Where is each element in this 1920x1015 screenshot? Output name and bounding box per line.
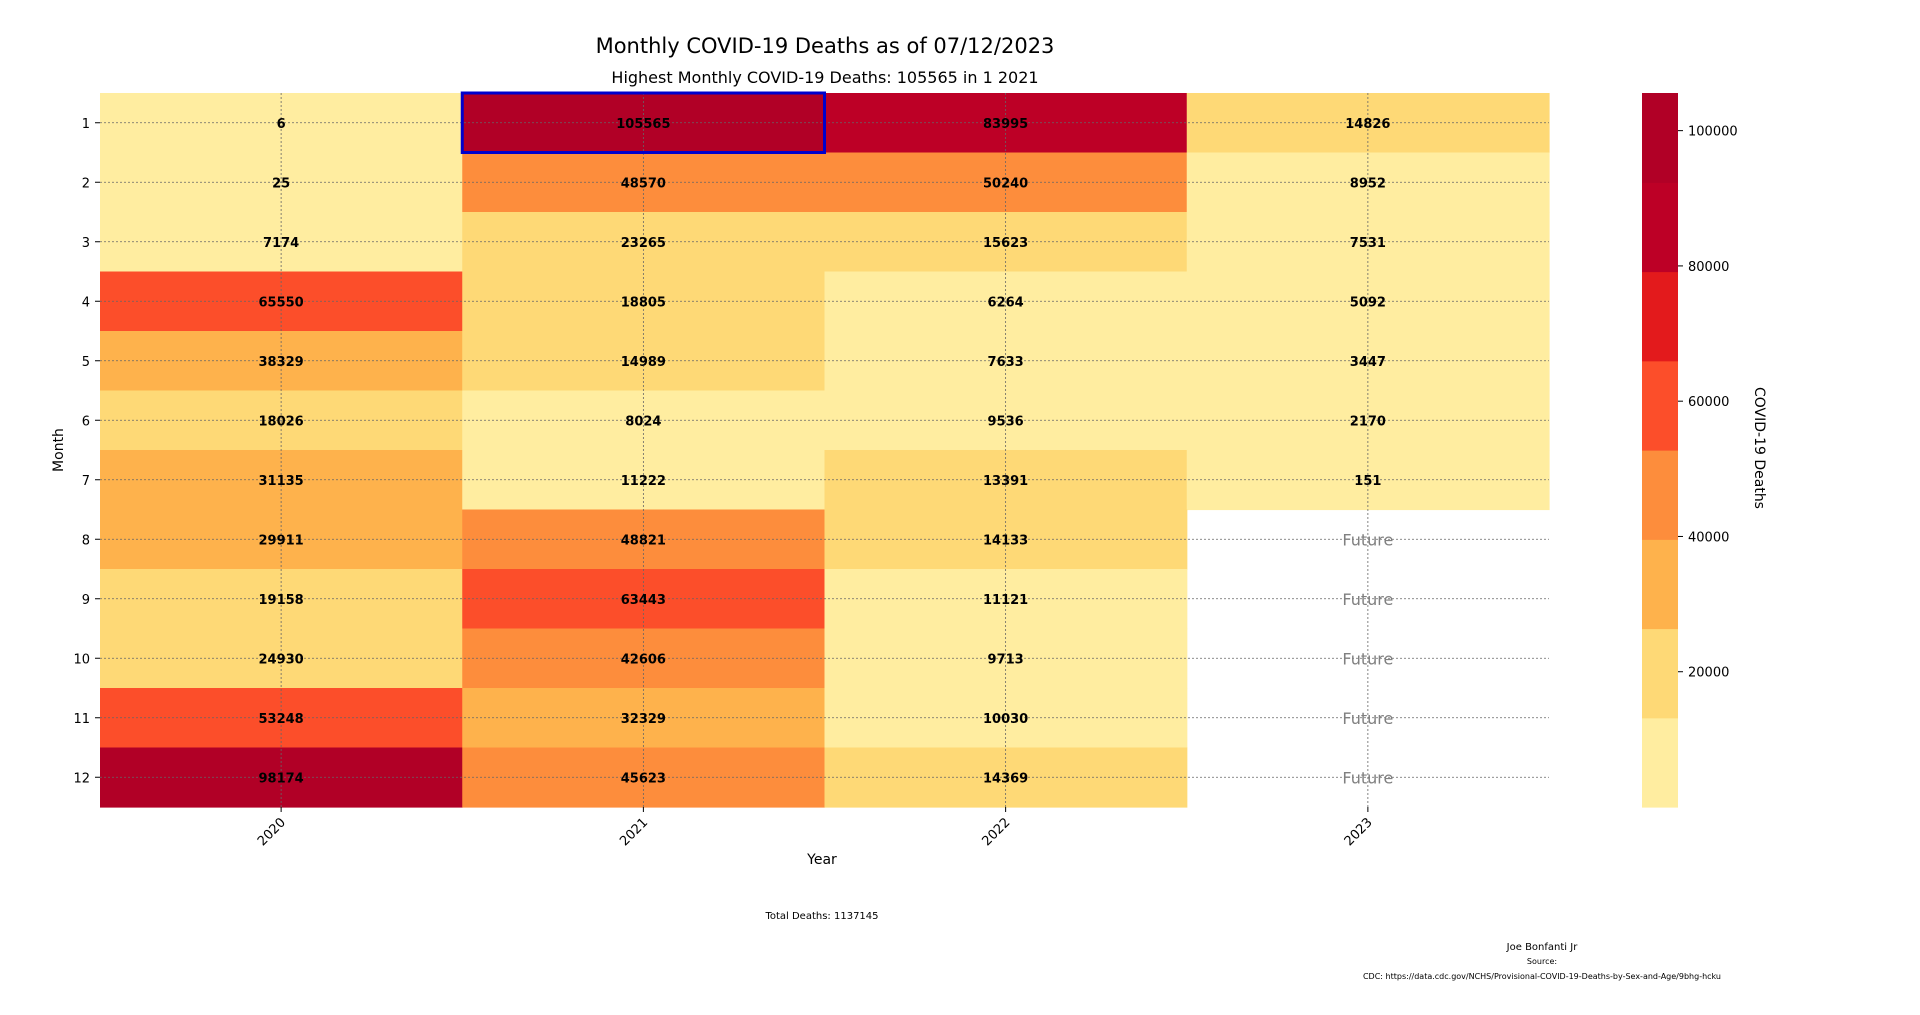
y-tick-label-2: 2 (82, 176, 90, 191)
cell-label-2022-7: 13391 (983, 474, 1028, 489)
y-tick-label-5: 5 (82, 355, 90, 370)
cell-label-2022-12: 14369 (983, 771, 1028, 786)
cell-label-2022-2: 50240 (983, 176, 1028, 191)
cell-label-2020-2: 25 (272, 176, 290, 191)
cell-label-2021-7: 11222 (621, 474, 666, 489)
source-label: Source: (1527, 957, 1557, 966)
cell-label-2021-11: 32329 (621, 712, 666, 727)
future-label-2023-8: Future (1342, 530, 1393, 549)
cell-label-2023-1: 14826 (1345, 117, 1390, 132)
cell-label-2023-6: 2170 (1350, 414, 1386, 429)
colorbar-bin-6 (1642, 182, 1678, 273)
max-highlight-rect (460, 91, 826, 154)
cell-label-2020-7: 31135 (259, 474, 304, 489)
cell-label-2023-2: 8952 (1350, 176, 1386, 191)
colorbar-ticks: 20000 40000 60000 80000 100000 (1678, 125, 1738, 681)
x-axis-ticks: 2020 2021 2022 2023 (255, 807, 1376, 849)
y-tick-label-11: 11 (73, 712, 90, 727)
cell-label-2023-3: 7531 (1350, 236, 1386, 251)
colorbar-bin-0 (1642, 717, 1678, 808)
cell-label-2021-12: 45623 (621, 771, 666, 786)
colorbar-bin-4 (1642, 360, 1678, 451)
y-tick-label-10: 10 (73, 652, 90, 667)
cell-label-2023-4: 5092 (1350, 295, 1386, 310)
source-url: CDC: https://data.cdc.gov/NCHS/Provision… (1363, 972, 1721, 981)
cell-label-2021-4: 18805 (621, 295, 666, 310)
cell-label-2021-3: 23265 (621, 236, 666, 251)
cell-label-2022-3: 15623 (983, 236, 1028, 251)
cell-label-2022-1: 83995 (983, 117, 1028, 132)
author-credit: Joe Bonfanti Jr (1506, 942, 1579, 953)
colorbar-tick-label-100000: 100000 (1688, 125, 1738, 140)
cell-label-2022-8: 14133 (983, 533, 1028, 548)
cell-label-2022-10: 9713 (988, 652, 1024, 667)
cell-label-2022-11: 10030 (983, 712, 1028, 727)
cell-label-2021-10: 42606 (621, 652, 666, 667)
future-label-2023-12: Future (1342, 768, 1393, 787)
colorbar-bin-1 (1642, 628, 1678, 719)
cell-label-2021-8: 48821 (621, 533, 666, 548)
cell-label-2020-3: 7174 (263, 236, 299, 251)
cell-label-2021-2: 48570 (621, 176, 666, 191)
y-tick-label-3: 3 (82, 236, 90, 251)
cell-label-2020-11: 53248 (259, 712, 304, 727)
cell-label-2020-10: 24930 (259, 652, 304, 667)
heatmap-cells (100, 93, 1550, 808)
y-tick-label-6: 6 (82, 414, 90, 429)
cell-label-2021-9: 63443 (621, 593, 666, 608)
x-tick-label-2023: 2023 (1342, 815, 1376, 849)
x-tick-label-2021: 2021 (617, 815, 651, 849)
cell-label-2020-6: 18026 (259, 414, 304, 429)
colorbar-bin-7 (1642, 93, 1678, 183)
cell-label-2020-12: 98174 (259, 771, 304, 786)
x-tick-label-2022: 2022 (979, 815, 1013, 849)
y-tick-label-9: 9 (82, 593, 90, 608)
y-tick-label-8: 8 (82, 533, 90, 548)
colorbar-tick-label-20000: 20000 (1688, 666, 1729, 681)
colorbar-tick-label-40000: 40000 (1688, 530, 1729, 545)
cell-label-2020-5: 38329 (259, 355, 304, 370)
y-tick-label-4: 4 (82, 295, 90, 310)
y-tick-label-1: 1 (82, 117, 90, 132)
colorbar-label: COVID-19 Deaths (1751, 387, 1767, 509)
cell-label-2022-6: 9536 (988, 414, 1024, 429)
cell-label-2020-9: 19158 (259, 593, 304, 608)
cell-label-2022-4: 6264 (988, 295, 1024, 310)
cell-label-2023-5: 3447 (1350, 355, 1386, 370)
future-label-2023-9: Future (1342, 590, 1393, 609)
y-tick-label-12: 12 (73, 771, 90, 786)
cell-label-2020-1: 6 (277, 117, 286, 132)
future-label-2023-10: Future (1342, 649, 1393, 668)
x-tick-label-2020: 2020 (255, 815, 289, 849)
colorbar-bin-5 (1642, 271, 1678, 362)
chart-subtitle: Highest Monthly COVID-19 Deaths: 105565 … (611, 68, 1038, 87)
cell-label-2021-6: 8024 (625, 414, 661, 429)
cell-label-2020-8: 29911 (259, 533, 304, 548)
cell-label-2020-4: 65550 (259, 295, 304, 310)
cell-label-2023-7: 151 (1354, 474, 1381, 489)
colorbar-bin-3 (1642, 450, 1678, 540)
cell-label-2021-1: 105565 (616, 117, 670, 132)
x-axis-label: Year (806, 852, 837, 868)
future-label-2023-11: Future (1342, 709, 1393, 728)
cell-label-2022-5: 7633 (988, 355, 1024, 370)
colorbar (1642, 93, 1678, 808)
y-axis-label: Month (51, 428, 67, 472)
colorbar-bin-2 (1642, 539, 1678, 630)
colorbar-tick-label-80000: 80000 (1688, 260, 1729, 275)
chart-title: Monthly COVID-19 Deaths as of 07/12/2023 (596, 34, 1055, 58)
cell-label-2022-9: 11121 (983, 593, 1028, 608)
cell-label-2021-5: 14989 (621, 355, 666, 370)
cell-labels: 6 105565 83995 14826 25 48570 50240 8952 7174 232… (259, 117, 1394, 788)
y-tick-label-7: 7 (82, 474, 90, 489)
highlight-box (460, 91, 826, 154)
colorbar-tick-label-60000: 60000 (1688, 395, 1729, 410)
total-deaths-note: Total Deaths: 1137145 (764, 911, 878, 922)
